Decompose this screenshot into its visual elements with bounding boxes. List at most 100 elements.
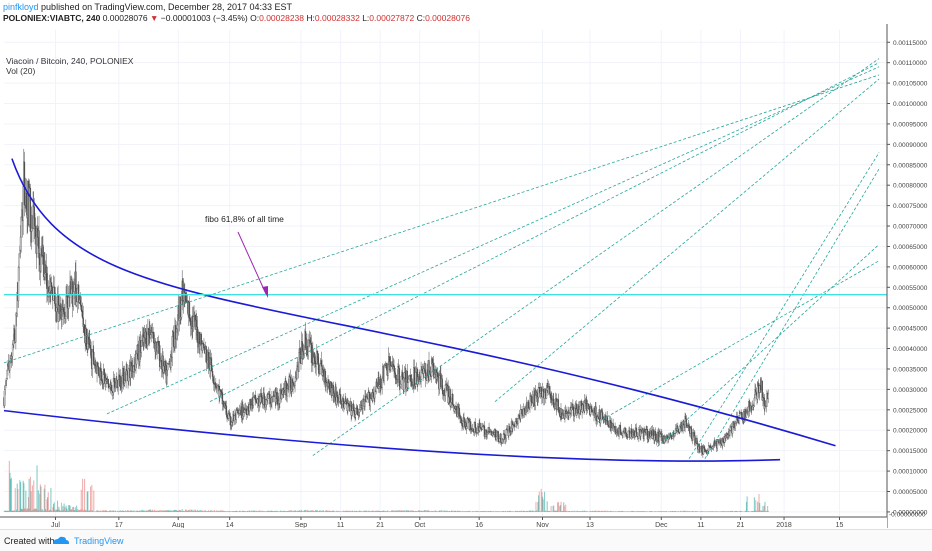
candle-body [528,402,529,408]
time-tick-label: 2018 [776,522,792,528]
candle-body [176,329,177,332]
candle-body [448,397,449,403]
fan-lines [4,59,879,459]
volume-bar [551,506,552,512]
candle-body [628,431,629,437]
candle-body [60,306,61,313]
candle-body [456,406,457,409]
volume-bar [82,479,83,512]
candle-body [602,412,603,419]
volume-bar [36,465,37,512]
candle-body [397,366,398,379]
candle-body [172,336,173,357]
volume-bar [558,502,559,512]
candle-body [453,405,454,406]
candle-body [762,381,763,400]
candle-body [243,412,244,416]
candle-body [442,379,443,390]
candle-body [727,435,728,437]
candle-body [407,383,408,388]
volume-bar [50,488,51,512]
volume-bar [543,499,544,512]
candle-body [581,401,582,406]
candle-body [338,401,339,402]
candle-body [410,375,411,381]
candle-body [89,339,90,345]
ohlc-line: POLONIEX:VIABTC, 240 0.00028076 ▼ −0.000… [3,13,470,24]
candle-body [574,408,575,414]
candle-body [82,311,83,318]
low-value: 0.00027872 [369,13,414,23]
candle-body [81,305,82,310]
candle-body [370,398,371,405]
candle-body [735,423,736,428]
candle-body [35,226,36,237]
candle-body [98,366,99,373]
price-tick-label: 0.00010000 [893,469,928,476]
price-tick-label: 0.00050000 [893,305,928,312]
candle-body [281,394,282,399]
candle-body [226,406,227,415]
candle-body [122,376,123,388]
candle-body [141,341,142,347]
volume-bar [31,491,32,512]
candle-body [589,406,590,409]
price-tick-label: 0.00110000 [893,60,927,67]
candle-body [485,434,486,436]
candle-body [725,436,726,438]
volume-bar [759,503,760,512]
candle-body [729,430,730,435]
chart-header: pinfkloyd published on TradingView.com, … [0,0,932,24]
tradingview-logo-icon [51,535,71,546]
author-link[interactable]: pinfkloyd [3,2,39,12]
annotation-label: fibo 61,8% of all time [205,214,284,224]
fib-level-line [4,24,887,295]
candle-body [632,435,633,437]
candle-body [101,371,102,380]
candle-body [213,377,214,383]
time-tick-label: 11 [337,522,344,528]
time-tick-label: 17 [115,522,123,528]
volume-bar [565,505,566,512]
candle-body [384,365,385,381]
open-label: O: [250,13,259,23]
chart-legend: Viacoin / Bitcoin, 240, POLONIEX Vol (20… [6,56,133,76]
candle-body [382,378,383,387]
close-value: 0.00028076 [425,13,470,23]
candle-body [746,413,747,417]
candle-body [328,380,329,384]
candle-body [91,349,92,358]
candles [4,149,769,458]
candle-body [189,302,190,319]
price-tick-label: 0.00100000 [893,101,928,108]
candle-body [685,416,686,419]
candle-body [173,332,174,347]
fan-line [495,79,879,402]
candle-body [111,385,112,391]
candle-body [489,427,490,432]
candle-body [4,390,5,406]
candle-body [408,379,409,383]
price-chart-svg[interactable]: fibo 61,8% of all time 0.000000000.00005… [0,24,932,528]
candle-body [509,426,510,431]
candle-body [112,393,113,395]
tradingview-brand[interactable]: TradingView [74,536,124,546]
candle-body [379,385,380,387]
candle-body [591,407,592,409]
candle-body [723,439,724,443]
volume-bar [535,502,536,512]
candle-body [419,377,420,380]
candle-body [34,207,35,229]
time-tick-label: Dec [655,522,668,528]
candle-body [414,367,415,386]
candle-body [571,408,572,411]
candle-body [141,347,142,353]
candle-body [374,391,375,398]
candle-body [289,377,290,390]
candle-body [636,428,637,432]
volume-bar [544,492,545,512]
candle-body [394,371,395,373]
candle-body [463,418,464,422]
volume-bar [91,485,92,512]
